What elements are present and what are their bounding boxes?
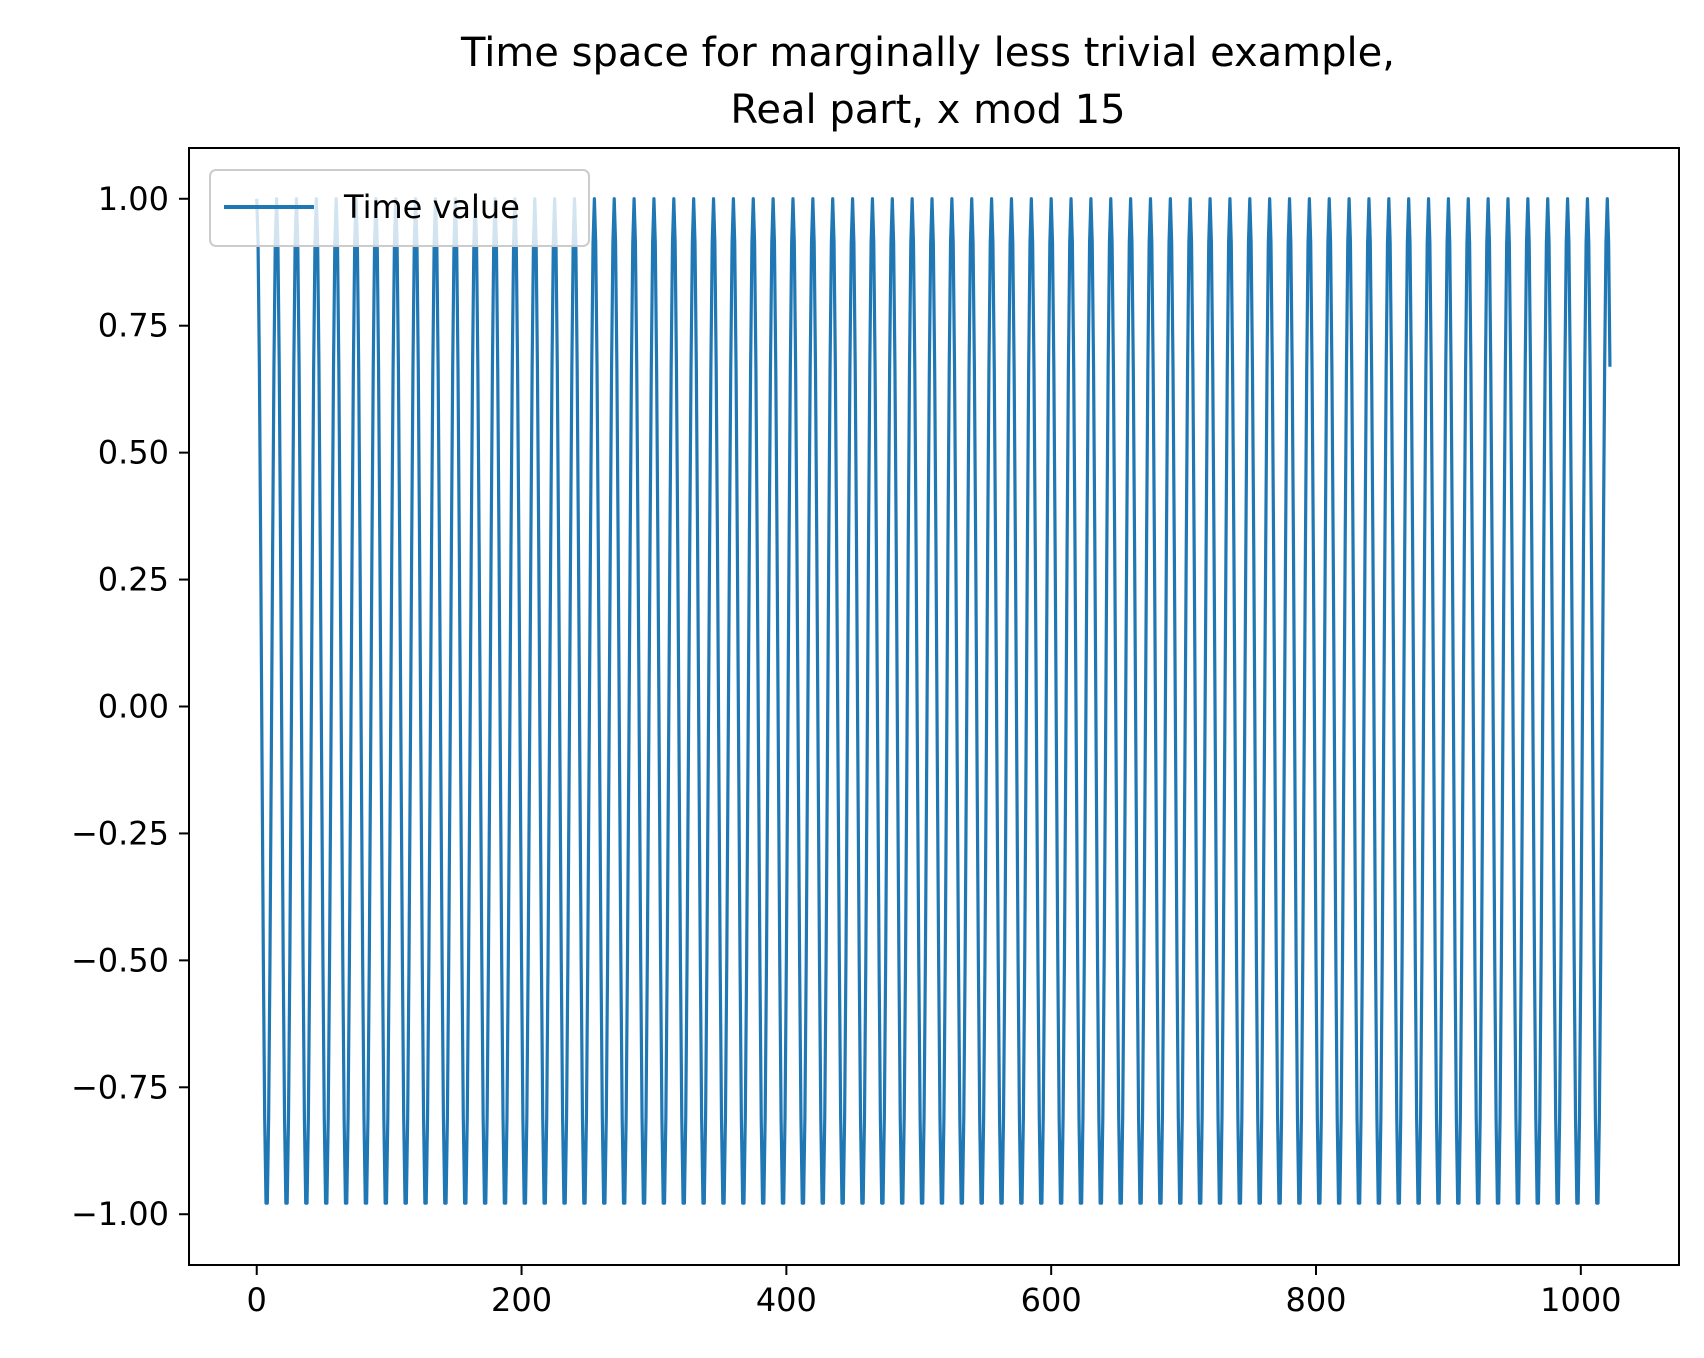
- x-tick-label: 200: [491, 1281, 552, 1319]
- y-tick-label: 1.00: [98, 180, 169, 218]
- x-tick-label: 0: [247, 1281, 267, 1319]
- x-tick-label: 800: [1285, 1281, 1346, 1319]
- y-axis: −1.00 −0.75 −0.50 −0.25 0.00 0.25 0.50 0.75 1.00: [71, 180, 189, 1233]
- x-axis: 0 200 400 600 800 1000: [247, 1265, 1622, 1319]
- y-tick-label: −0.25: [71, 814, 169, 852]
- series-layer: [255, 197, 1612, 1205]
- legend-box: [209, 169, 590, 247]
- x-tick-label: 1000: [1540, 1281, 1621, 1319]
- chart-title-line-2: Real part, x mod 15: [730, 87, 1125, 133]
- y-tick-label: 0.50: [98, 434, 169, 472]
- y-tick-label: 0.25: [98, 561, 169, 599]
- x-tick-label: 400: [756, 1281, 817, 1319]
- y-tick-label: −0.50: [71, 941, 169, 979]
- y-tick-label: −1.00: [71, 1195, 169, 1233]
- y-tick-label: −0.75: [71, 1068, 169, 1106]
- legend: Time value: [209, 169, 590, 247]
- plot-area: [188, 147, 1680, 1266]
- chart-title-line-1: Time space for marginally less trivial e…: [460, 30, 1395, 76]
- chart-title: Time space for marginally less trivial e…: [460, 30, 1395, 133]
- series-line-time-value: [255, 197, 1612, 1205]
- y-tick-label: 0.00: [98, 688, 169, 726]
- x-tick-label: 600: [1021, 1281, 1082, 1319]
- legend-label-time-value: Time value: [343, 188, 520, 226]
- y-tick-label: 0.75: [98, 307, 169, 345]
